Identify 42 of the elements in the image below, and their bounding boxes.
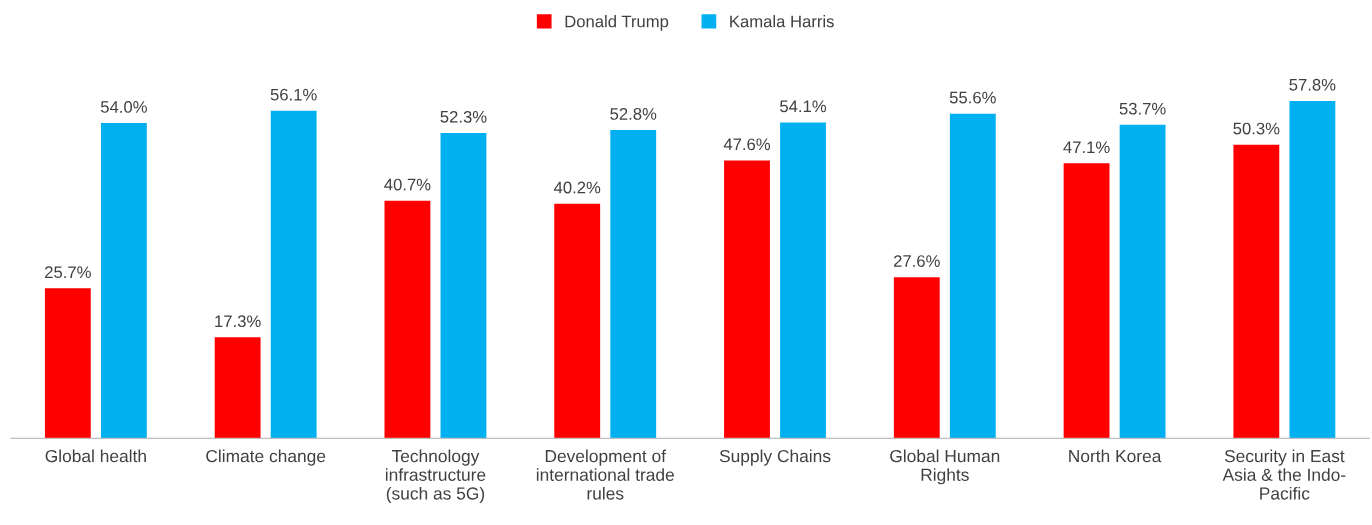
bar [893, 277, 940, 439]
data-label: 52.8% [610, 108, 657, 120]
bar [780, 122, 826, 439]
data-label: 17.3% [215, 315, 261, 328]
x-tick-label: Global Human Rights [890, 449, 1000, 485]
data-label: 55.6% [949, 91, 996, 104]
legend-label: Kamala Harris [730, 15, 834, 28]
data-label: 50.3% [1233, 122, 1280, 135]
x-tick-label: Supply Chains [719, 449, 831, 466]
x-tick-label: Development of international trade rules [536, 449, 674, 500]
data-label: 27.6% [893, 255, 940, 267]
data-label: 47.6% [723, 138, 771, 151]
data-label: 52.3% [440, 110, 487, 123]
x-tick-label: Climate change [206, 449, 326, 466]
data-label: 53.7% [1119, 102, 1166, 115]
bar [270, 110, 317, 439]
bar [724, 160, 770, 439]
x-tick-label: Technology infrastructure (such as 5G) [385, 449, 486, 504]
data-label: 25.7% [45, 266, 91, 279]
bar [610, 130, 657, 439]
x-tick-label: Security in East Asia & the Indo- Pacific [1222, 449, 1346, 500]
data-label: 57.8% [1289, 78, 1336, 91]
x-tick-label: Global health [45, 449, 146, 463]
bar [1289, 100, 1336, 439]
data-label: 47.1% [1063, 141, 1110, 154]
bar [384, 200, 431, 439]
data-label: 40.7% [384, 178, 431, 191]
bar [1233, 144, 1280, 439]
bar [1063, 163, 1110, 439]
legend-label: Donald Trump [565, 15, 669, 31]
data-label: 54.1% [780, 100, 827, 113]
data-label: 40.2% [553, 181, 601, 194]
x-tick-label: North Korea [1069, 449, 1162, 463]
bar [44, 288, 91, 439]
data-label: 54.0% [100, 101, 147, 113]
data-label: 56.1% [270, 88, 317, 101]
bar [214, 337, 261, 439]
bar [1119, 124, 1166, 439]
bar [440, 132, 487, 439]
bar [100, 123, 147, 439]
bar [949, 113, 996, 439]
bar [554, 203, 601, 439]
